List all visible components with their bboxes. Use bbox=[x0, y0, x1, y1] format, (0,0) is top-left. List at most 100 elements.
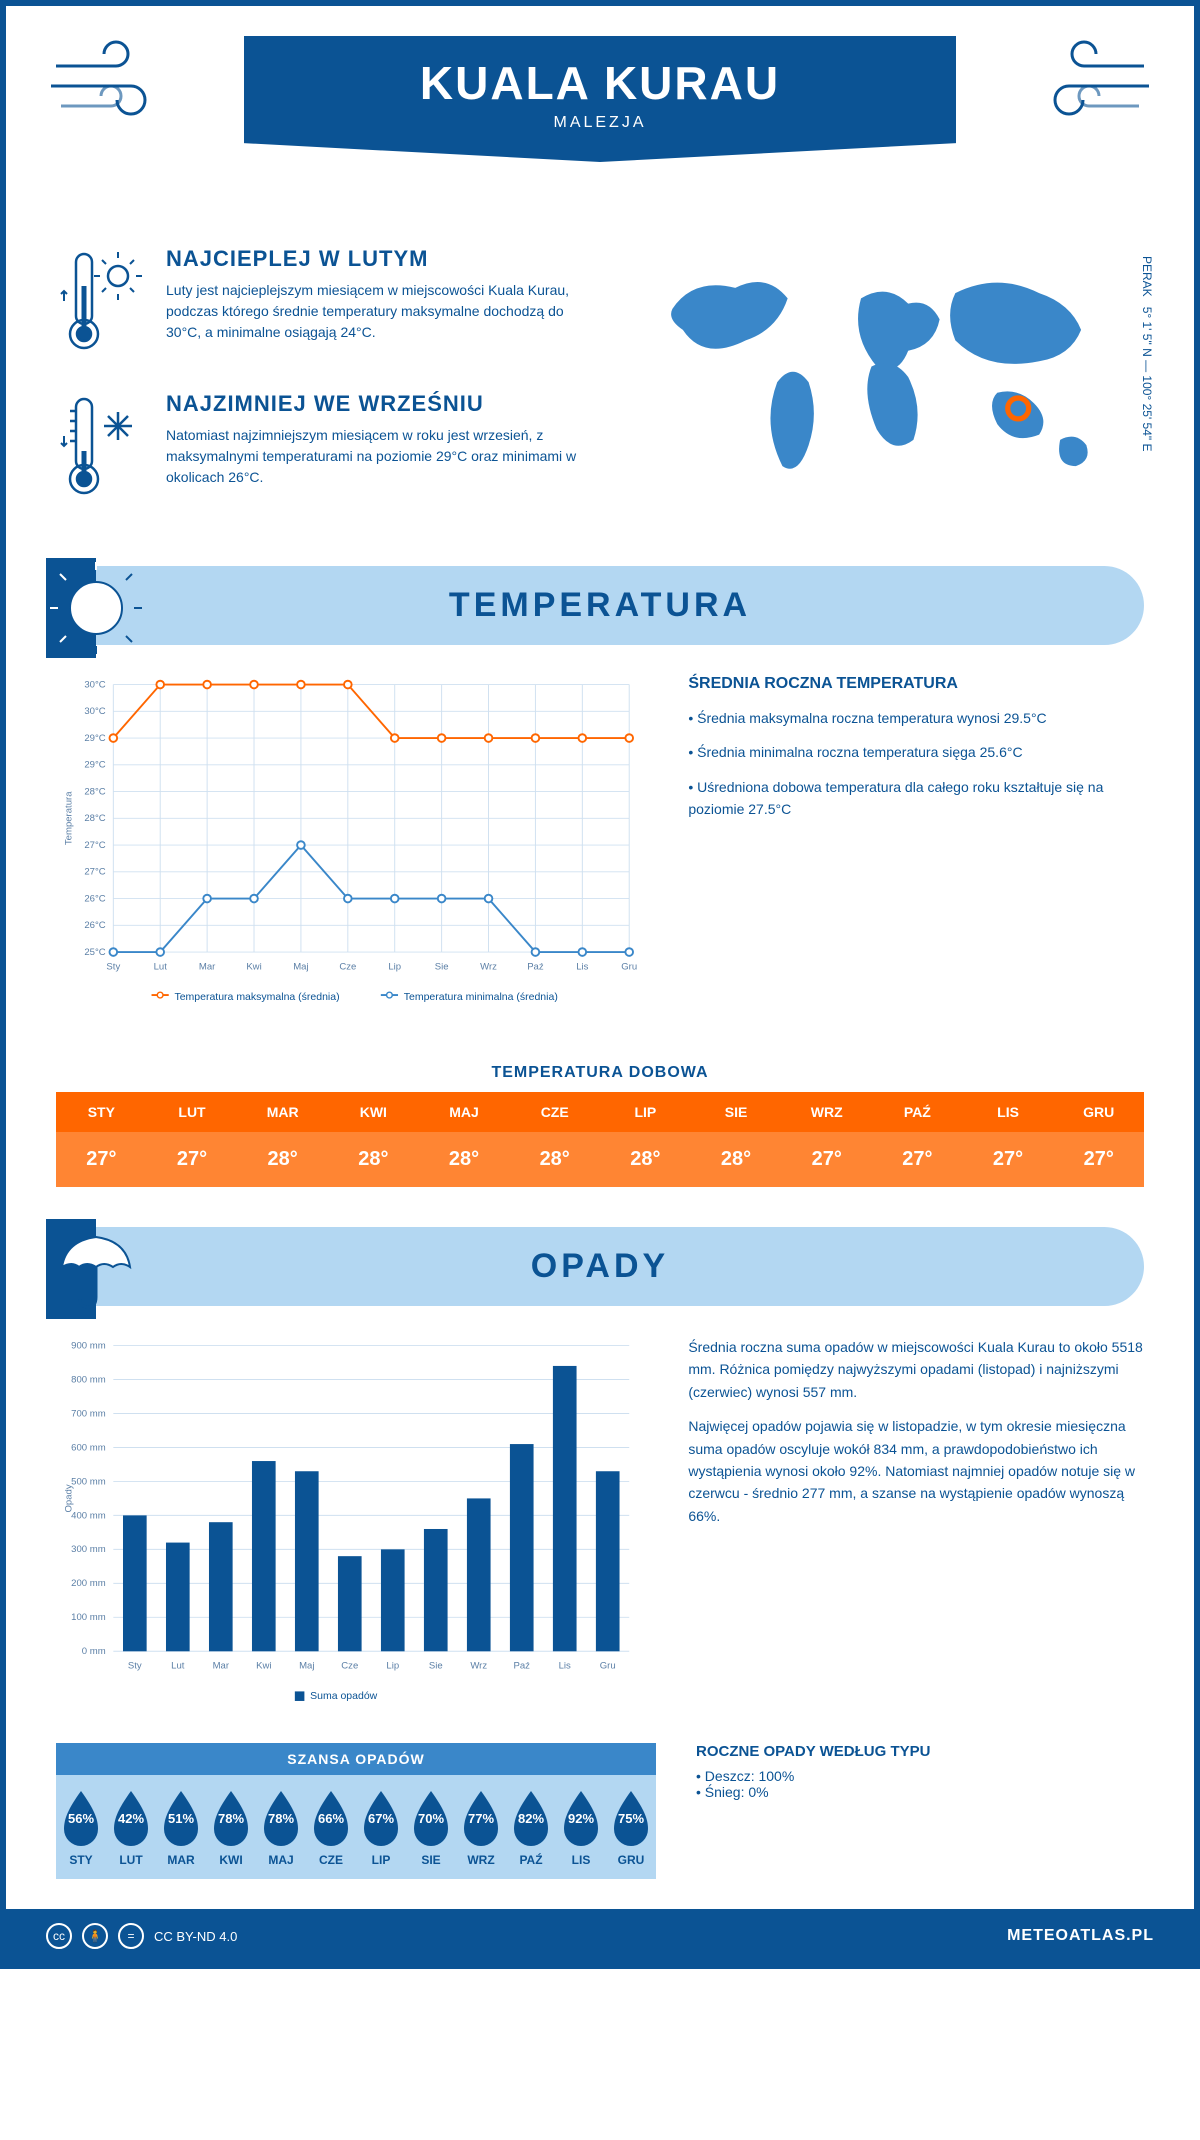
opady-para: Najwięcej opadów pojawia się w listopadz… bbox=[688, 1415, 1144, 1527]
coldest-block: NAJZIMNIEJ WE WRZEŚNIU Natomiast najzimn… bbox=[56, 391, 580, 506]
rain-drop-icon: 92% bbox=[556, 1787, 606, 1847]
opady-title: OPADY bbox=[56, 1247, 1144, 1286]
daily-month: MAJ bbox=[419, 1092, 510, 1132]
svg-text:Mar: Mar bbox=[213, 1660, 230, 1671]
warmest-text: NAJCIEPLEJ W LUTYM Luty jest najcieplejs… bbox=[166, 246, 580, 361]
rain-chance-col: 70% SIE bbox=[406, 1787, 456, 1867]
rain-chance-value: 78% bbox=[218, 1811, 244, 1826]
rain-chance-value: 67% bbox=[368, 1811, 394, 1826]
world-map bbox=[620, 246, 1144, 506]
rain-drop-icon: 78% bbox=[256, 1787, 306, 1847]
svg-text:Sty: Sty bbox=[106, 961, 120, 972]
rain-chance-month: SIE bbox=[406, 1853, 456, 1867]
rain-drop-icon: 82% bbox=[506, 1787, 556, 1847]
daily-month: LUT bbox=[147, 1092, 238, 1132]
thermometer-sun-icon bbox=[56, 246, 146, 361]
svg-text:Sie: Sie bbox=[429, 1660, 443, 1671]
rain-drop-icon: 78% bbox=[206, 1787, 256, 1847]
svg-text:Maj: Maj bbox=[293, 961, 308, 972]
daily-month: PAŹ bbox=[872, 1092, 963, 1132]
svg-text:Gru: Gru bbox=[621, 961, 637, 972]
daily-col: KWI28° bbox=[328, 1092, 419, 1187]
coldest-body: Natomiast najzimniejszym miesiącem w rok… bbox=[166, 425, 580, 488]
temperature-chart: 25°C26°C26°C27°C27°C28°C28°C29°C29°C30°C… bbox=[56, 675, 648, 1024]
svg-text:29°C: 29°C bbox=[84, 760, 105, 771]
daily-value: 28° bbox=[419, 1132, 510, 1187]
rain-type-title: ROCZNE OPADY WEDŁUG TYPU bbox=[696, 1743, 1144, 1760]
daily-month: SIE bbox=[691, 1092, 782, 1132]
svg-text:25°C: 25°C bbox=[84, 947, 105, 958]
header: KUALA KURAU MALEZJA bbox=[6, 6, 1194, 226]
rain-type-block: ROCZNE OPADY WEDŁUG TYPU • Deszcz: 100% … bbox=[696, 1743, 1144, 1800]
daily-col: GRU27° bbox=[1053, 1092, 1144, 1187]
svg-text:0 mm: 0 mm bbox=[82, 1646, 106, 1657]
rain-chance-value: 42% bbox=[118, 1811, 144, 1826]
svg-text:27°C: 27°C bbox=[84, 867, 105, 878]
rain-type-item: • Deszcz: 100% bbox=[696, 1768, 1144, 1784]
rain-chance-col: 77% WRZ bbox=[456, 1787, 506, 1867]
daily-value: 28° bbox=[691, 1132, 782, 1187]
svg-text:700 mm: 700 mm bbox=[71, 1408, 106, 1419]
daily-value: 28° bbox=[328, 1132, 419, 1187]
svg-text:Lip: Lip bbox=[386, 1660, 399, 1671]
rain-drop-icon: 66% bbox=[306, 1787, 356, 1847]
coldest-title: NAJZIMNIEJ WE WRZEŚNIU bbox=[166, 391, 580, 417]
daily-value: 27° bbox=[56, 1132, 147, 1187]
svg-text:Gru: Gru bbox=[600, 1660, 616, 1671]
rain-chance-month: LUT bbox=[106, 1853, 156, 1867]
opady-header: OPADY bbox=[56, 1227, 1144, 1306]
by-icon: 🧍 bbox=[82, 1923, 108, 1949]
daily-value: 28° bbox=[509, 1132, 600, 1187]
svg-text:100 mm: 100 mm bbox=[71, 1612, 106, 1623]
rain-chance-value: 82% bbox=[518, 1811, 544, 1826]
daily-month: WRZ bbox=[781, 1092, 872, 1132]
rain-drop-icon: 67% bbox=[356, 1787, 406, 1847]
svg-text:500 mm: 500 mm bbox=[71, 1476, 106, 1487]
license-text: CC BY-ND 4.0 bbox=[154, 1929, 237, 1944]
daily-value: 28° bbox=[600, 1132, 691, 1187]
svg-text:28°C: 28°C bbox=[84, 813, 105, 824]
avg-temp-item: • Średnia maksymalna roczna temperatura … bbox=[688, 707, 1144, 729]
rain-chance-col: 67% LIP bbox=[356, 1787, 406, 1867]
svg-text:Lip: Lip bbox=[388, 961, 401, 972]
rain-chance-col: 51% MAR bbox=[156, 1787, 206, 1867]
svg-text:30°C: 30°C bbox=[84, 679, 105, 690]
daily-value: 27° bbox=[781, 1132, 872, 1187]
daily-month: CZE bbox=[509, 1092, 600, 1132]
rain-chance-value: 78% bbox=[268, 1811, 294, 1826]
wind-icon bbox=[46, 36, 186, 136]
svg-text:Lut: Lut bbox=[154, 961, 168, 972]
svg-text:900 mm: 900 mm bbox=[71, 1340, 106, 1351]
rain-chance-month: CZE bbox=[306, 1853, 356, 1867]
opady-chart: 0 mm100 mm200 mm300 mm400 mm500 mm600 mm… bbox=[56, 1336, 648, 1723]
svg-text:26°C: 26°C bbox=[84, 920, 105, 931]
svg-text:Maj: Maj bbox=[299, 1660, 314, 1671]
coordinates: PERAK 5° 1' 5" N — 100° 25' 54" E bbox=[1140, 256, 1154, 451]
svg-text:200 mm: 200 mm bbox=[71, 1578, 106, 1589]
svg-text:Wrz: Wrz bbox=[470, 1660, 487, 1671]
rain-chance-month: LIS bbox=[556, 1853, 606, 1867]
daily-col: STY27° bbox=[56, 1092, 147, 1187]
svg-text:Lis: Lis bbox=[559, 1660, 571, 1671]
rain-chance-month: MAR bbox=[156, 1853, 206, 1867]
svg-text:27°C: 27°C bbox=[84, 840, 105, 851]
svg-text:Temperatura maksymalna (średni: Temperatura maksymalna (średnia) bbox=[174, 991, 339, 1003]
thermometer-snow-icon bbox=[56, 391, 146, 506]
avg-temp-item: • Uśredniona dobowa temperatura dla całe… bbox=[688, 776, 1144, 821]
rain-drop-icon: 42% bbox=[106, 1787, 156, 1847]
temperature-title: TEMPERATURA bbox=[56, 586, 1144, 625]
footer: cc 🧍 = CC BY-ND 4.0 METEOATLAS.PL bbox=[6, 1909, 1194, 1963]
svg-text:Sty: Sty bbox=[128, 1660, 142, 1671]
svg-text:600 mm: 600 mm bbox=[71, 1442, 106, 1453]
opady-body: 0 mm100 mm200 mm300 mm400 mm500 mm600 mm… bbox=[6, 1306, 1194, 1743]
rain-chance-col: 82% PAŹ bbox=[506, 1787, 556, 1867]
coords-latlon: 5° 1' 5" N — 100° 25' 54" E bbox=[1140, 307, 1154, 452]
umbrella-icon bbox=[46, 1219, 146, 1319]
wind-icon bbox=[1014, 36, 1154, 136]
map-block: PERAK 5° 1' 5" N — 100° 25' 54" E bbox=[620, 246, 1144, 536]
daily-col: LIS27° bbox=[963, 1092, 1054, 1187]
daily-temp-table: STY27°LUT27°MAR28°KWI28°MAJ28°CZE28°LIP2… bbox=[56, 1092, 1144, 1187]
rain-drop-icon: 56% bbox=[56, 1787, 106, 1847]
temperature-body: 25°C26°C26°C27°C27°C28°C28°C29°C29°C30°C… bbox=[6, 645, 1194, 1054]
svg-text:Opady: Opady bbox=[63, 1484, 74, 1512]
